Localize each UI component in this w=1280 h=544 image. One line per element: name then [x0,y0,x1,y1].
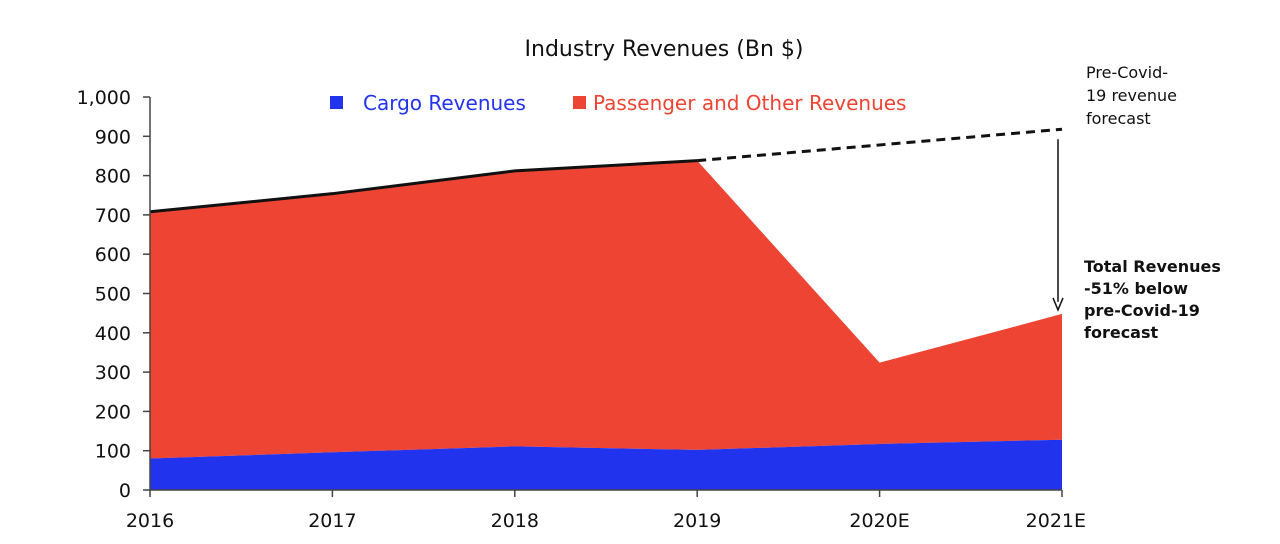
y-tick-label: 500 [95,284,131,306]
legend-swatch-passenger [573,96,586,109]
y-tick-label: 1,000 [77,87,131,109]
area-passenger-revenues [150,160,1062,459]
forecast-dashed-line [697,127,1063,163]
total-annotation-line-3: pre-Covid-19 [1084,301,1200,320]
y-tick-label: 400 [95,323,131,345]
gap-arrow [1052,139,1064,312]
y-tick-label: 900 [95,126,131,148]
total-annotation-line-2: -51% below [1084,279,1188,298]
forecast-annotation-line-3: forecast [1086,109,1151,128]
line-layer [149,127,1063,214]
x-tick-label: 2020E [849,510,909,532]
x-tick-label: 2017 [308,510,356,532]
total-annotation-line-1: Total Revenues [1084,257,1221,276]
legend-label-passenger: Passenger and Other Revenues [593,91,906,115]
x-tick-layer: 2016 2017 2018 2019 2020E 2021E [126,490,1086,532]
y-tick-label: 600 [95,244,131,266]
area-cargo-revenues [150,439,1062,490]
total-annotation-line-4: forecast [1084,323,1159,342]
area-layer [150,160,1062,490]
forecast-annotation-line-1: Pre-Covid- [1086,63,1168,82]
y-tick-label: 800 [95,166,131,188]
legend: Cargo Revenues Passenger and Other Reven… [330,91,906,115]
total-line [149,159,698,214]
y-tick-label: 700 [95,205,131,227]
y-tick-label: 0 [119,480,131,502]
legend-swatch-cargo [330,96,343,109]
forecast-annotation: Pre-Covid- 19 revenue forecast [1086,63,1177,128]
y-tick-label: 100 [95,441,131,463]
total-revenues-annotation: Total Revenues -51% below pre-Covid-19 f… [1084,257,1221,342]
forecast-annotation-line-2: 19 revenue [1086,86,1177,105]
legend-label-cargo: Cargo Revenues [363,91,526,115]
gap-arrow-head [1052,297,1064,312]
x-tick-label: 2019 [673,510,721,532]
y-tick-label: 300 [95,362,131,384]
chart-title: Industry Revenues (Bn $) [525,37,804,62]
x-tick-label: 2016 [126,510,174,532]
y-tick-layer: 0 100 200 300 400 500 600 700 800 900 1,000 [77,87,150,502]
y-tick-label: 200 [95,401,131,423]
x-tick-label: 2021E [1026,510,1086,532]
x-tick-label: 2018 [491,510,539,532]
